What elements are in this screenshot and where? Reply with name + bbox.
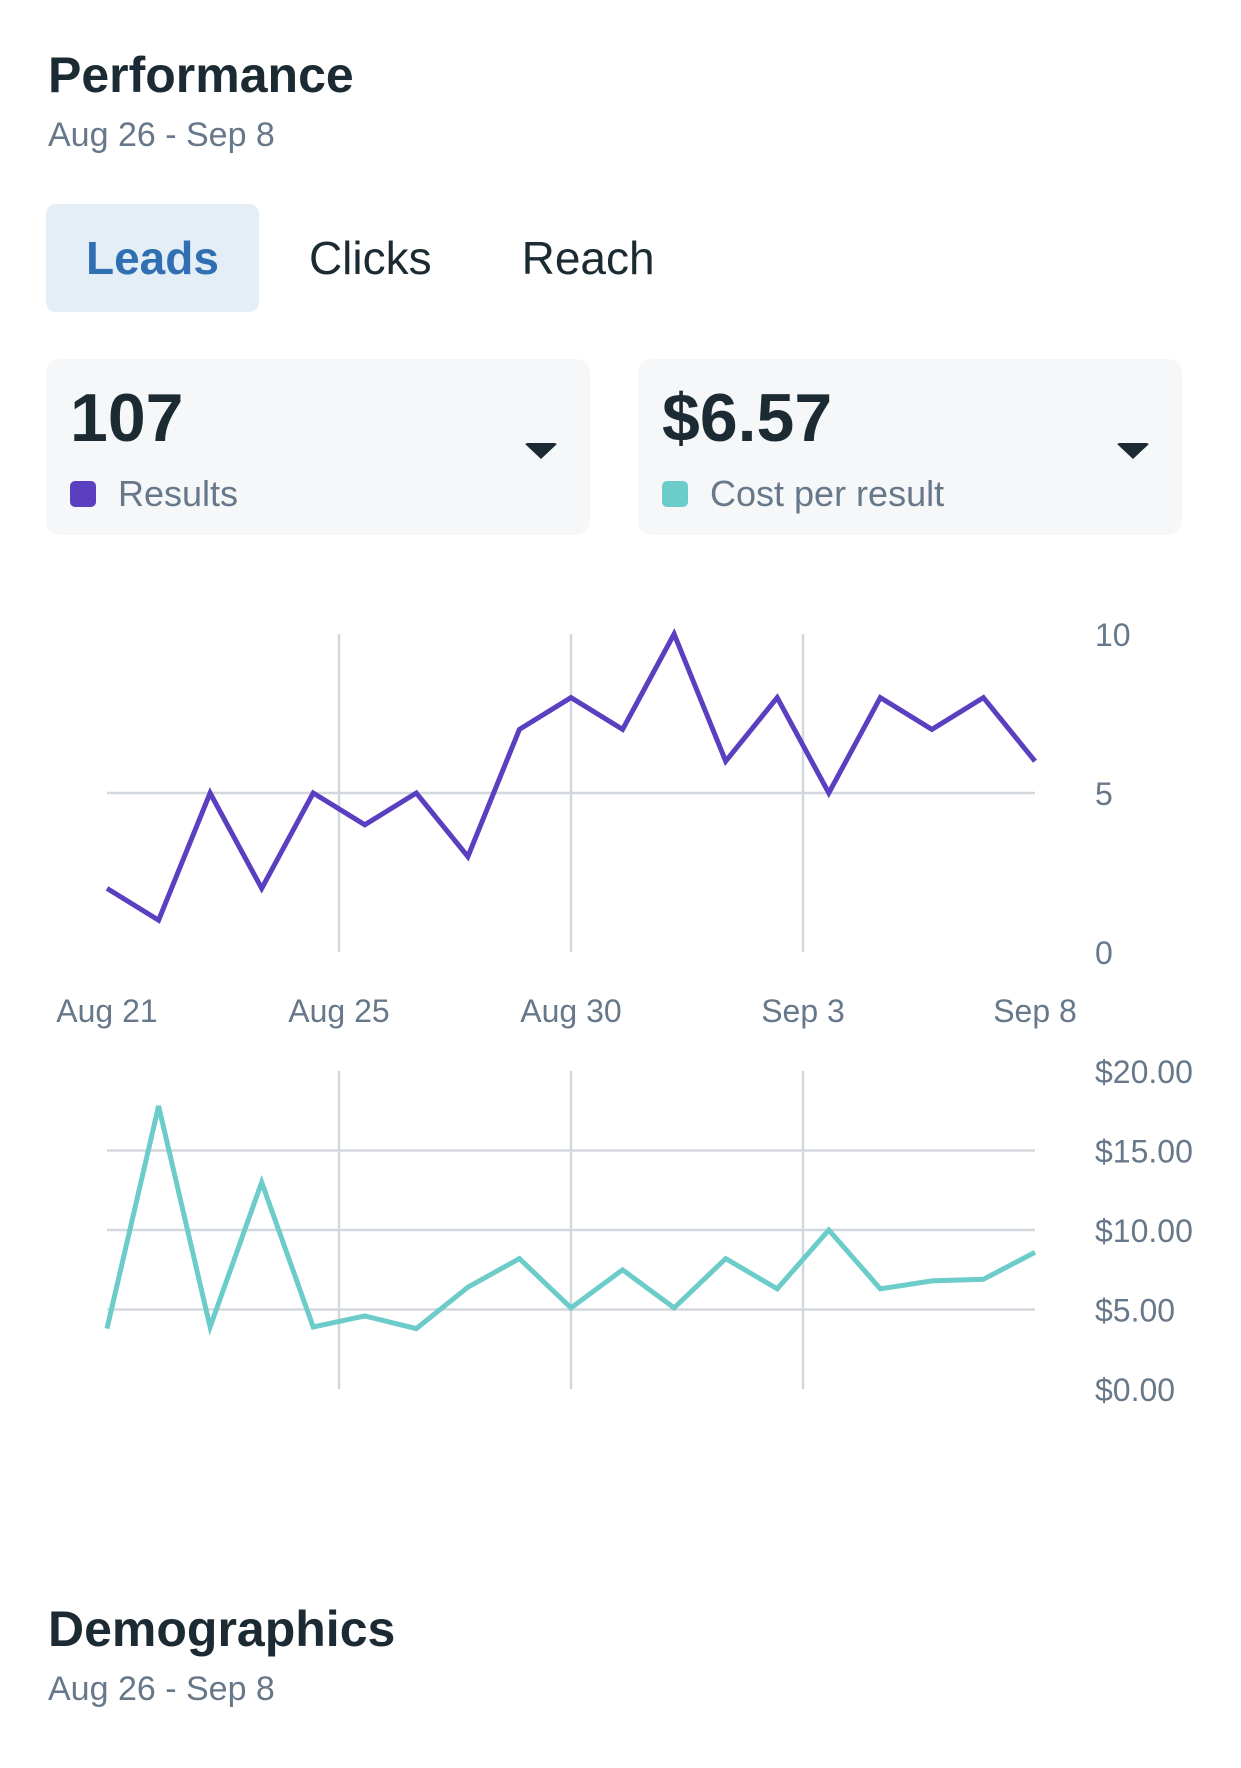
- cost-per-result-label: Cost per result: [710, 473, 945, 514]
- tab-reach[interactable]: Reach: [521, 232, 655, 284]
- x-tick-label: Aug 25: [288, 993, 389, 1029]
- demographics-title: Demographics: [48, 1601, 396, 1657]
- y-tick-label: $15.00: [1095, 1134, 1193, 1170]
- series-line: [105, 628, 1037, 924]
- x-tick-label: Aug 21: [56, 993, 157, 1029]
- results-legend: Results: [70, 473, 238, 515]
- chevron-down-icon[interactable]: [1116, 443, 1150, 459]
- series-line: [104, 1105, 1037, 1336]
- results-metric-card[interactable]: 107 Results: [46, 359, 590, 535]
- y-tick-label: $5.00: [1095, 1293, 1175, 1329]
- y-tick-label: 5: [1095, 776, 1113, 812]
- performance-charts: 0 5 10 Aug 21 Aug 25 Aug 30 Sep 3 Sep 8 $0.00 $5.…: [56, 617, 1193, 1408]
- chevron-down-icon[interactable]: [524, 443, 558, 459]
- tab-clicks[interactable]: Clicks: [308, 232, 432, 284]
- x-tick-label: Sep 8: [993, 993, 1077, 1029]
- y-tick-label: $0.00: [1095, 1372, 1175, 1408]
- y-tick-label: 0: [1095, 935, 1113, 971]
- cost-per-result-metric-card[interactable]: $6.57 Cost per result: [638, 359, 1182, 535]
- results-chart: 0 5 10 Aug 21 Aug 25 Aug 30 Sep 3 Sep 8: [56, 617, 1130, 1029]
- y-tick-label: $10.00: [1095, 1213, 1193, 1249]
- tab-leads[interactable]: Leads: [46, 204, 259, 312]
- results-label: Results: [118, 473, 239, 514]
- results-swatch: [70, 481, 96, 507]
- y-tick-label: $20.00: [1095, 1054, 1193, 1090]
- metric-tabs: Leads Clicks Reach: [46, 204, 705, 312]
- demographics-date-range: Aug 26 - Sep 8: [48, 1670, 275, 1708]
- performance-date-range: Aug 26 - Sep 8: [48, 116, 275, 154]
- results-value: 107: [70, 380, 184, 456]
- cost-per-result-swatch: [662, 481, 688, 507]
- x-tick-label: Sep 3: [761, 993, 845, 1029]
- cost-per-result-chart: $0.00 $5.00 $10.00 $15.00 $20.00: [104, 1054, 1193, 1408]
- cost-per-result-value: $6.57: [662, 380, 833, 456]
- x-tick-label: Aug 30: [520, 993, 621, 1029]
- performance-title: Performance: [48, 47, 354, 103]
- cost-per-result-legend: Cost per result: [662, 473, 944, 515]
- y-tick-label: 10: [1095, 617, 1131, 653]
